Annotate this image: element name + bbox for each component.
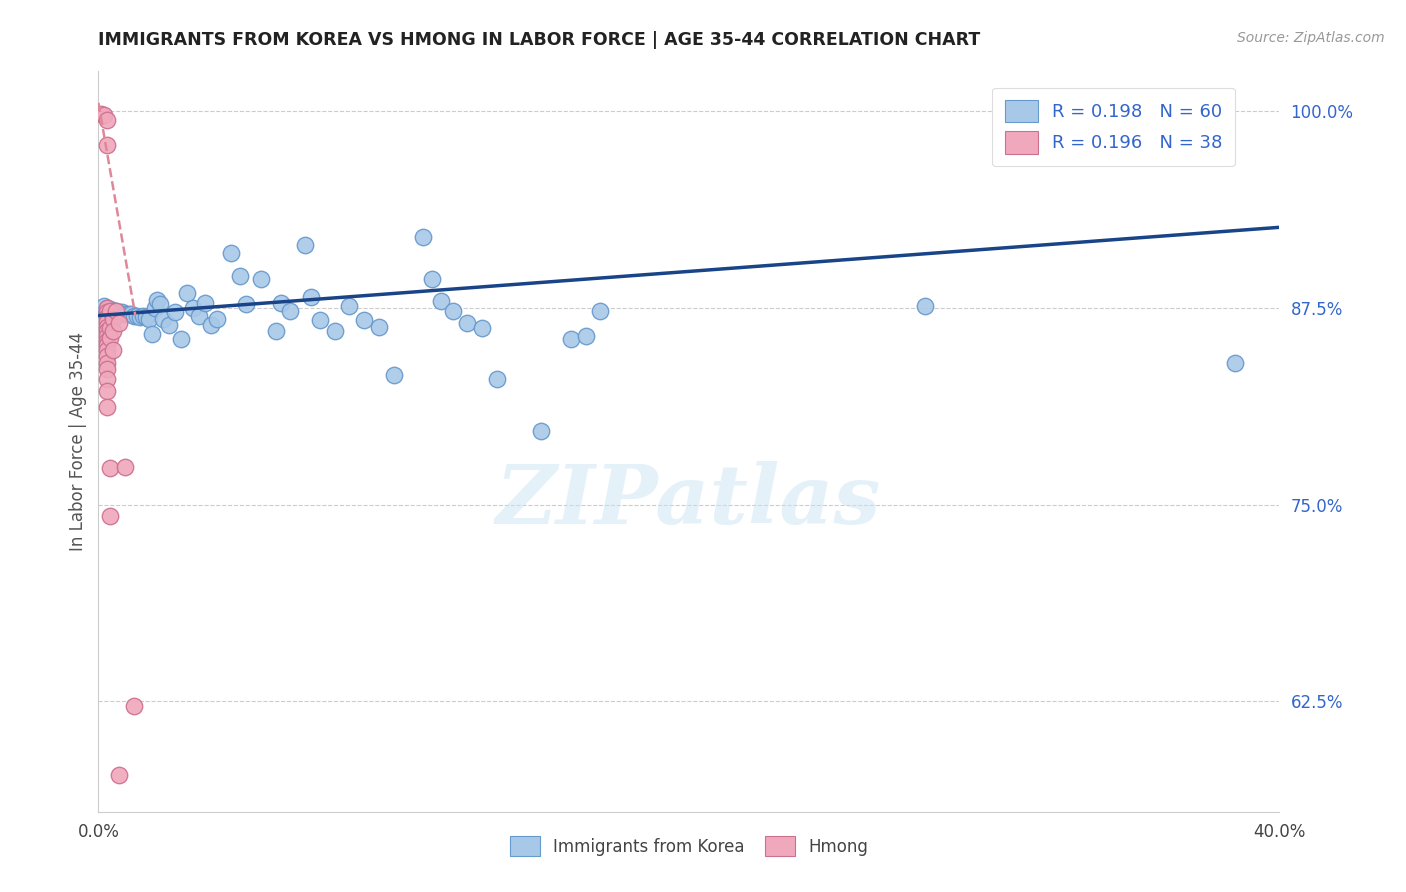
Point [108, 317, 131, 331]
Point [98, 302, 121, 317]
Point [368, 319, 391, 334]
Point [430, 294, 453, 309]
Point [1062, 107, 1084, 121]
Point [456, 317, 478, 331]
Point [157, 318, 180, 332]
Point [574, 329, 596, 343]
Point [187, 309, 209, 323]
Point [309, 313, 332, 327]
Text: Source: ZipAtlas.com: Source: ZipAtlas.com [1237, 31, 1385, 45]
Point [114, 307, 136, 321]
Point [914, 299, 936, 313]
Point [98, 303, 121, 318]
Point [270, 296, 292, 310]
Text: ZIPatlas: ZIPatlas [496, 461, 882, 541]
Point [103, 343, 125, 358]
Point [412, 229, 434, 244]
Point [337, 299, 360, 313]
Point [149, 297, 172, 311]
Point [165, 305, 187, 319]
Point [299, 290, 322, 304]
Point [98, 330, 121, 344]
Point [152, 311, 174, 326]
Point [560, 332, 582, 346]
Point [96, 384, 118, 398]
Point [264, 324, 287, 338]
Point [105, 303, 128, 318]
Point [96, 305, 118, 319]
Point [96, 371, 118, 385]
Point [194, 296, 217, 310]
Point [122, 699, 145, 714]
Point [96, 113, 118, 128]
Point [96, 329, 118, 343]
Point [205, 311, 228, 326]
Legend: Immigrants from Korea, Hmong: Immigrants from Korea, Hmong [501, 826, 877, 866]
Point [141, 327, 163, 342]
Point [235, 297, 257, 311]
Point [108, 305, 131, 319]
Point [181, 301, 204, 315]
Point [96, 338, 118, 352]
Point [125, 309, 148, 323]
Point [138, 311, 160, 326]
Point [146, 293, 169, 307]
Point [530, 424, 553, 438]
Point [420, 272, 443, 286]
Point [105, 303, 128, 318]
Point [96, 356, 118, 370]
Point [96, 315, 118, 329]
Point [229, 269, 252, 284]
Point [589, 303, 612, 318]
Point [114, 459, 136, 474]
Point [96, 301, 118, 315]
Point [103, 324, 125, 338]
Point [103, 311, 125, 326]
Text: IMMIGRANTS FROM KOREA VS HMONG IN LABOR FORCE | AGE 35-44 CORRELATION CHART: IMMIGRANTS FROM KOREA VS HMONG IN LABOR … [98, 31, 980, 49]
Point [117, 307, 139, 321]
Point [93, 108, 115, 122]
Point [353, 313, 375, 327]
Y-axis label: In Labor Force | Age 35-44: In Labor Force | Age 35-44 [69, 332, 87, 551]
Point [200, 318, 222, 332]
Point [96, 350, 118, 364]
Point [96, 362, 118, 376]
Point [93, 299, 115, 313]
Point [120, 307, 142, 321]
Point [98, 461, 121, 475]
Point [219, 245, 242, 260]
Point [128, 310, 150, 324]
Point [96, 310, 118, 324]
Point [96, 324, 118, 338]
Point [486, 371, 509, 385]
Point [103, 303, 125, 318]
Point [98, 321, 121, 335]
Point [122, 309, 145, 323]
Point [90, 107, 112, 121]
Point [96, 319, 118, 334]
Point [111, 305, 134, 319]
Point [96, 138, 118, 153]
Point [170, 332, 193, 346]
Point [108, 768, 131, 782]
Point [96, 400, 118, 414]
Point [96, 334, 118, 348]
Point [323, 324, 346, 338]
Point [176, 286, 198, 301]
Point [143, 301, 166, 315]
Point [132, 309, 155, 323]
Point [294, 237, 316, 252]
Point [1223, 356, 1246, 370]
Point [98, 508, 121, 523]
Point [471, 321, 494, 335]
Point [441, 303, 464, 318]
Point [135, 310, 157, 324]
Point [278, 303, 302, 318]
Point [250, 272, 273, 286]
Point [96, 301, 118, 315]
Point [96, 343, 118, 358]
Point [1002, 107, 1025, 121]
Point [382, 368, 405, 383]
